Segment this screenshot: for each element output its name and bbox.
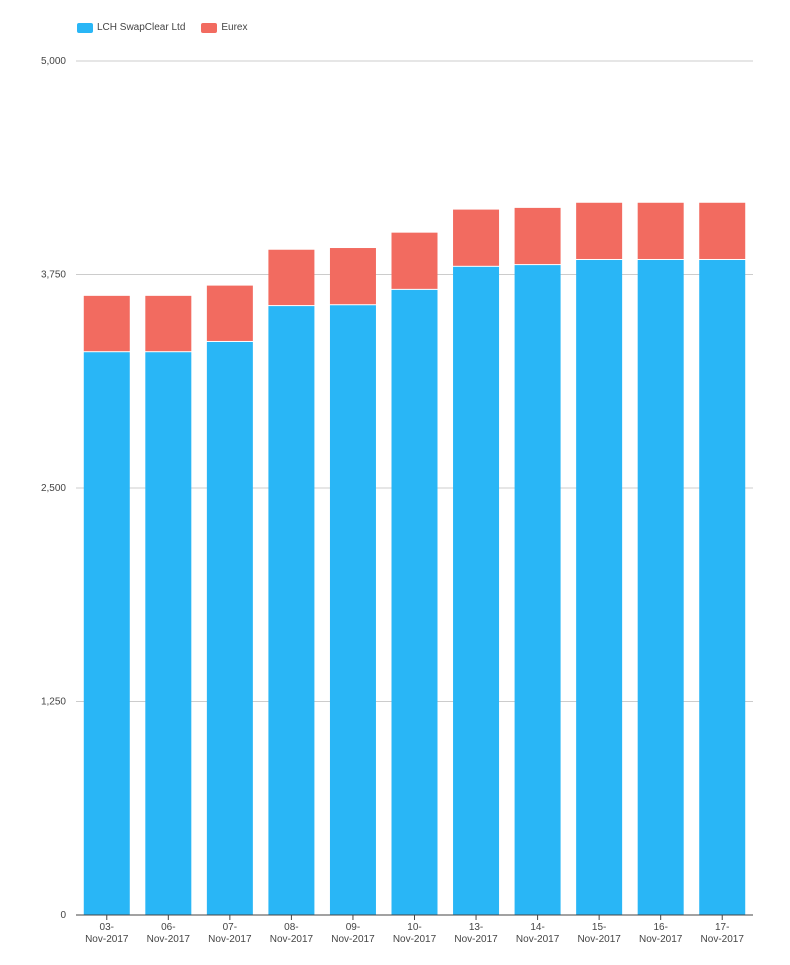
x-tick-label: Nov-2017 [639, 934, 683, 945]
y-tick-label: 5,000 [41, 56, 66, 67]
legend-swatch-eurex [201, 22, 218, 33]
legend-item-eurex[interactable]: Eurex [201, 22, 248, 33]
bar-eurex [145, 295, 192, 352]
x-tick-label: Nov-2017 [147, 934, 191, 945]
bar-eurex [699, 202, 746, 259]
x-tick-label: Nov-2017 [516, 934, 560, 945]
bar-lch [83, 352, 130, 915]
bar-eurex [83, 295, 130, 352]
x-tick-label: 10- [407, 922, 421, 933]
bar-eurex [453, 209, 500, 266]
bar-lch [206, 341, 253, 915]
bar-lch [145, 352, 192, 915]
x-tick-label: Nov-2017 [85, 934, 129, 945]
bar-eurex [329, 248, 376, 305]
x-tick-label: 06- [161, 922, 175, 933]
x-tick-label: Nov-2017 [270, 934, 314, 945]
bar-eurex [391, 232, 438, 289]
x-tick-label: 15- [592, 922, 606, 933]
bar-lch [391, 289, 438, 915]
y-tick-label: 2,500 [41, 483, 66, 494]
y-tick-label: 0 [60, 910, 66, 921]
legend-swatch-lch [77, 22, 93, 33]
x-tick-label: 13- [469, 922, 483, 933]
y-tick-label: 3,750 [41, 270, 66, 281]
x-tick-label: Nov-2017 [577, 934, 621, 945]
x-tick-label: Nov-2017 [393, 934, 437, 945]
bar-lch [268, 306, 315, 915]
legend-label-lch: LCH SwapClear Ltd [97, 22, 186, 33]
bar-eurex [514, 207, 561, 265]
bar-eurex [268, 249, 315, 306]
bar-eurex [637, 202, 684, 259]
bar-lch [453, 266, 500, 916]
bar-lch [329, 305, 376, 915]
bar-lch [637, 259, 684, 915]
bar-lch [576, 259, 623, 915]
bar-eurex [206, 285, 253, 341]
x-tick-label: 17- [715, 922, 729, 933]
x-tick-label: 07- [223, 922, 237, 933]
x-tick-label: 08- [284, 922, 298, 933]
legend-label-eurex: Eurex [221, 22, 248, 33]
bar-lch [514, 265, 561, 916]
x-tick-label: Nov-2017 [208, 934, 252, 945]
x-tick-label: Nov-2017 [701, 934, 745, 945]
bar-eurex [576, 202, 623, 259]
bar-lch [699, 259, 746, 915]
x-tick-label: Nov-2017 [454, 934, 498, 945]
x-tick-label: 16- [653, 922, 667, 933]
x-tick-label: Nov-2017 [331, 934, 375, 945]
x-tick-label: 14- [530, 922, 544, 933]
legend-item-lch[interactable]: LCH SwapClear Ltd [77, 22, 185, 33]
x-tick-label: 03- [100, 922, 114, 933]
y-tick-label: 1,250 [41, 697, 66, 708]
chart-legend: LCH SwapClear Ltd Eurex [77, 22, 248, 33]
x-tick-label: 09- [346, 922, 360, 933]
